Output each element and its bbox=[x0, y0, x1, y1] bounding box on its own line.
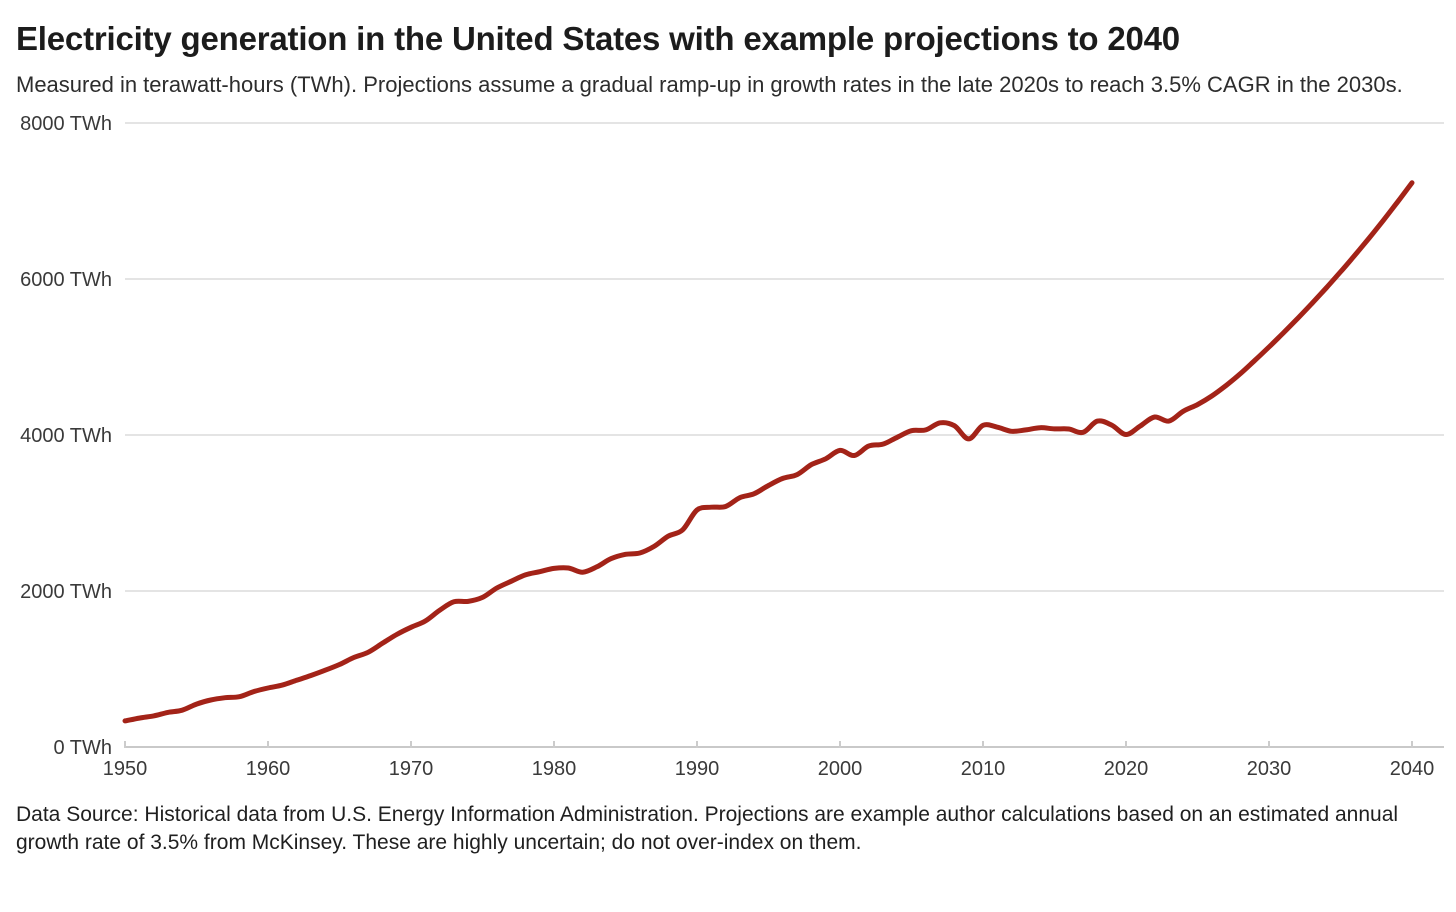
y-axis-label: 0 TWh bbox=[53, 737, 112, 759]
chart-header: Electricity generation in the United Sta… bbox=[0, 0, 1456, 99]
x-axis-label: 2040 bbox=[1390, 758, 1435, 780]
y-axis-label: 2000 TWh bbox=[20, 581, 112, 603]
x-axis-label: 1990 bbox=[675, 758, 720, 780]
data-source-note: Data Source: Historical data from U.S. E… bbox=[16, 803, 1399, 855]
x-axis-label: 2020 bbox=[1104, 758, 1149, 780]
chart-subtitle: Measured in terawatt-hours (TWh). Projec… bbox=[16, 72, 1403, 97]
x-axis-label: 2030 bbox=[1247, 758, 1292, 780]
page-title: Electricity generation in the United Sta… bbox=[16, 20, 1180, 57]
y-axis-label: 4000 TWh bbox=[20, 425, 112, 447]
x-axis-label: 2000 bbox=[818, 758, 863, 780]
generation-line bbox=[122, 180, 1415, 724]
x-axis-label: 1970 bbox=[389, 758, 434, 780]
x-axis-label: 2010 bbox=[961, 758, 1006, 780]
y-axis-label: 8000 TWh bbox=[20, 113, 112, 135]
x-axis-label: 1960 bbox=[246, 758, 291, 780]
y-axis-label: 6000 TWh bbox=[20, 269, 112, 291]
x-axis-label: 1980 bbox=[532, 758, 577, 780]
line-chart: 0 TWh 2000 TWh 4000 TWh 6000 TWh 8000 TWh 195… bbox=[20, 113, 1444, 780]
x-axis-label: 1950 bbox=[103, 758, 148, 780]
